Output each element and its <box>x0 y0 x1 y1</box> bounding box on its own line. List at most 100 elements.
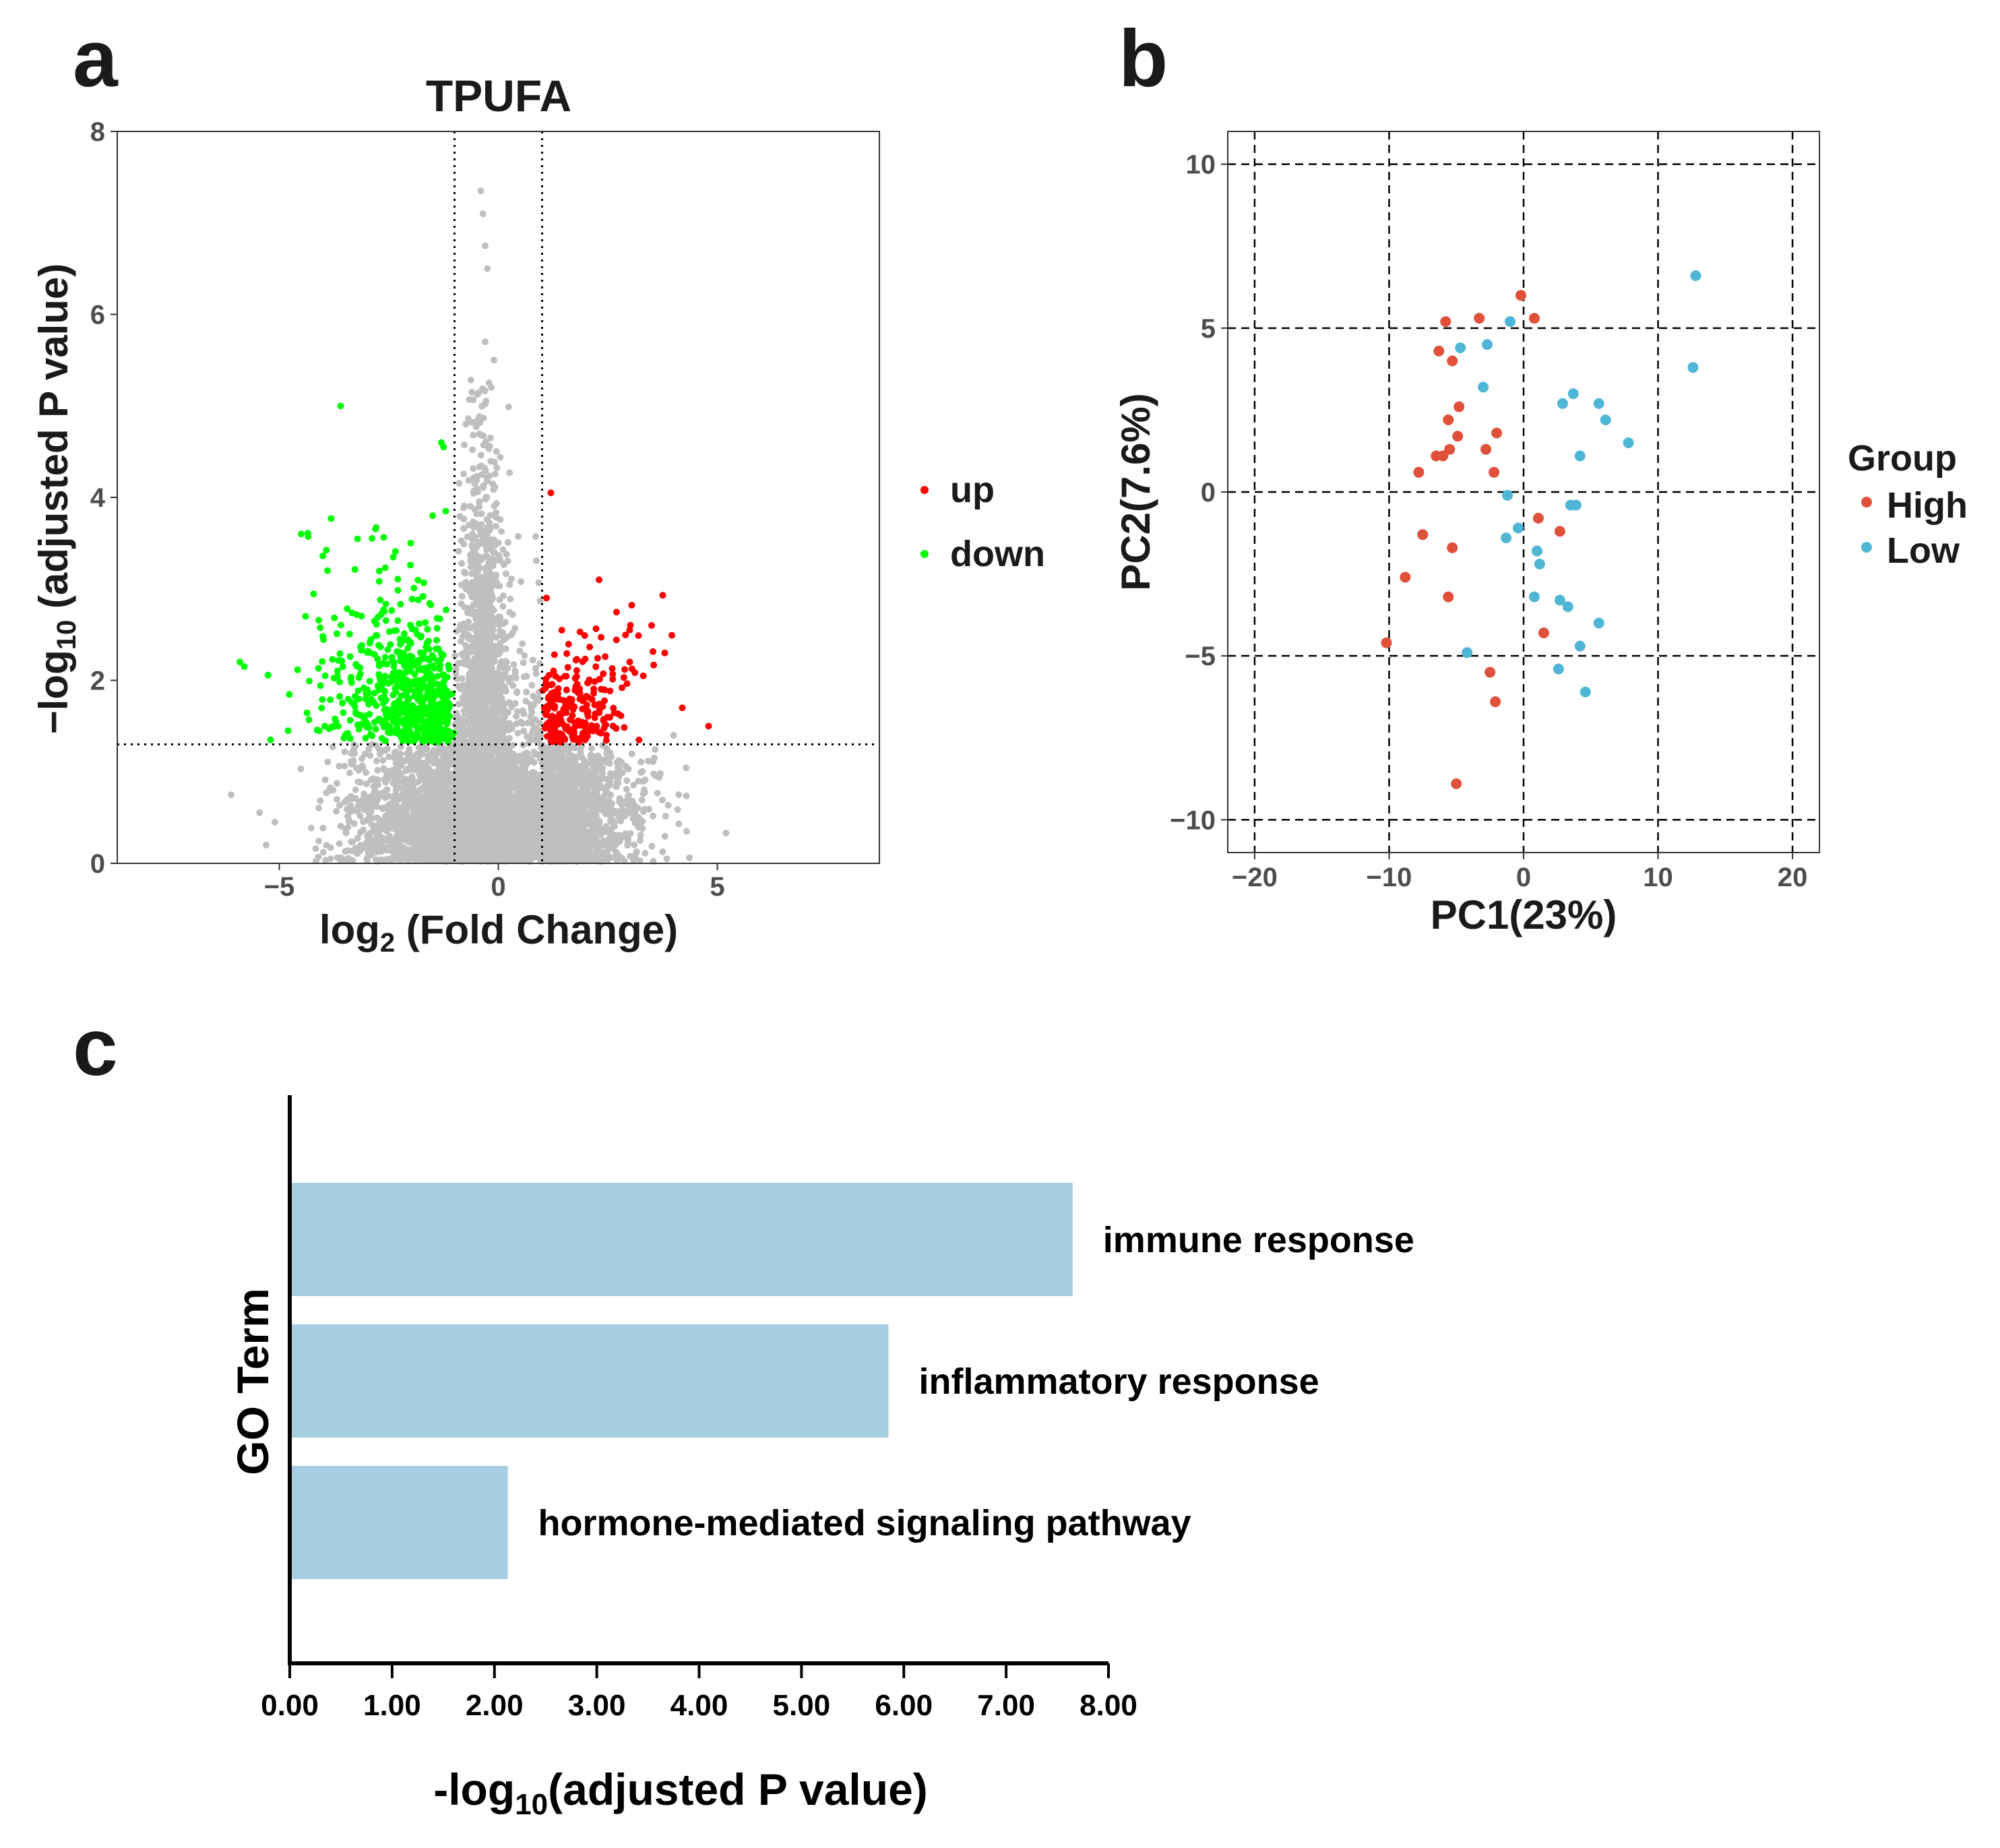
ns-point <box>637 758 645 766</box>
ns-point <box>315 837 322 844</box>
ns-point <box>380 766 387 773</box>
ns-point <box>487 690 494 698</box>
ns-point <box>354 834 361 842</box>
ns-point <box>624 793 631 800</box>
ns-point <box>499 603 507 610</box>
ns-point <box>352 786 359 793</box>
ns-point <box>486 443 493 450</box>
ns-point <box>333 796 340 803</box>
ns-point <box>356 812 364 820</box>
ns-point <box>674 806 681 813</box>
ns-point <box>462 621 469 628</box>
ns-point <box>516 647 524 654</box>
ns-point <box>536 719 543 727</box>
ns-point <box>336 762 343 770</box>
ns-point <box>523 688 530 696</box>
ns-point <box>315 853 322 861</box>
ns-point <box>460 470 468 478</box>
ns-point <box>366 813 373 820</box>
ns-point <box>503 551 510 558</box>
ns-point <box>361 806 368 813</box>
ns-point <box>478 510 485 518</box>
ns-point <box>307 824 315 832</box>
ns-point <box>648 842 656 850</box>
ns-point <box>501 619 509 626</box>
ns-point <box>623 777 631 784</box>
ns-point <box>416 760 423 767</box>
ns-point <box>387 824 395 832</box>
ns-point <box>535 579 542 586</box>
ns-point <box>493 448 500 455</box>
ns-point <box>460 626 467 634</box>
ns-point <box>525 739 532 747</box>
ns-point <box>464 533 471 541</box>
ns-point <box>334 780 340 787</box>
ns-point <box>363 780 370 787</box>
ns-point <box>664 801 672 809</box>
volcano-points <box>228 187 730 865</box>
ns-point <box>451 652 459 659</box>
ns-point <box>654 789 661 797</box>
ns-point <box>522 698 530 705</box>
ns-point <box>663 855 670 863</box>
ns-point <box>511 667 519 675</box>
ns-point <box>625 766 632 772</box>
ns-point <box>480 441 487 449</box>
ns-point <box>416 786 424 793</box>
ns-point <box>497 454 504 461</box>
ns-point <box>524 733 531 740</box>
ns-point <box>498 528 505 535</box>
ns-point <box>528 681 536 689</box>
ns-point <box>722 830 730 836</box>
ns-point <box>385 753 392 760</box>
ns-point <box>400 788 408 795</box>
ns-point <box>637 832 644 838</box>
ns-point <box>623 786 630 793</box>
ns-point <box>515 532 522 540</box>
ns-point <box>382 778 389 786</box>
ns-point <box>383 786 391 793</box>
ns-point <box>477 452 485 459</box>
ns-point <box>495 552 503 559</box>
ns-point <box>478 431 485 439</box>
ns-point <box>297 765 305 772</box>
ns-point <box>530 736 537 743</box>
ns-point <box>646 805 653 813</box>
ns-point <box>357 779 365 786</box>
ns-point <box>627 853 634 860</box>
ns-point <box>662 813 669 820</box>
ns-point <box>324 758 332 766</box>
ns-point <box>506 609 513 616</box>
ns-point <box>459 633 466 640</box>
ns-point <box>461 441 468 449</box>
ns-point <box>528 719 536 727</box>
ns-point <box>639 808 647 815</box>
ns-point <box>512 674 520 681</box>
ns-point <box>333 807 340 815</box>
ns-point <box>493 509 500 516</box>
ns-point <box>607 791 615 799</box>
ns-point <box>615 851 622 859</box>
ns-point <box>683 764 690 772</box>
ns-point <box>452 665 460 672</box>
ns-point <box>462 421 470 428</box>
ns-point <box>485 379 493 387</box>
ns-point <box>535 697 542 704</box>
ns-point <box>341 762 348 770</box>
ns-point <box>642 849 649 857</box>
ns-point <box>327 855 334 863</box>
ns-point <box>532 670 540 677</box>
ns-point <box>513 708 521 715</box>
ns-point <box>536 597 544 605</box>
ns-point <box>480 484 487 491</box>
ns-point <box>518 578 525 585</box>
ns-point <box>455 700 462 708</box>
ns-point <box>458 560 466 567</box>
ns-point <box>532 557 540 564</box>
ns-point <box>461 685 468 693</box>
ns-point <box>502 570 509 578</box>
ns-point <box>341 748 348 756</box>
ns-point <box>379 757 387 764</box>
